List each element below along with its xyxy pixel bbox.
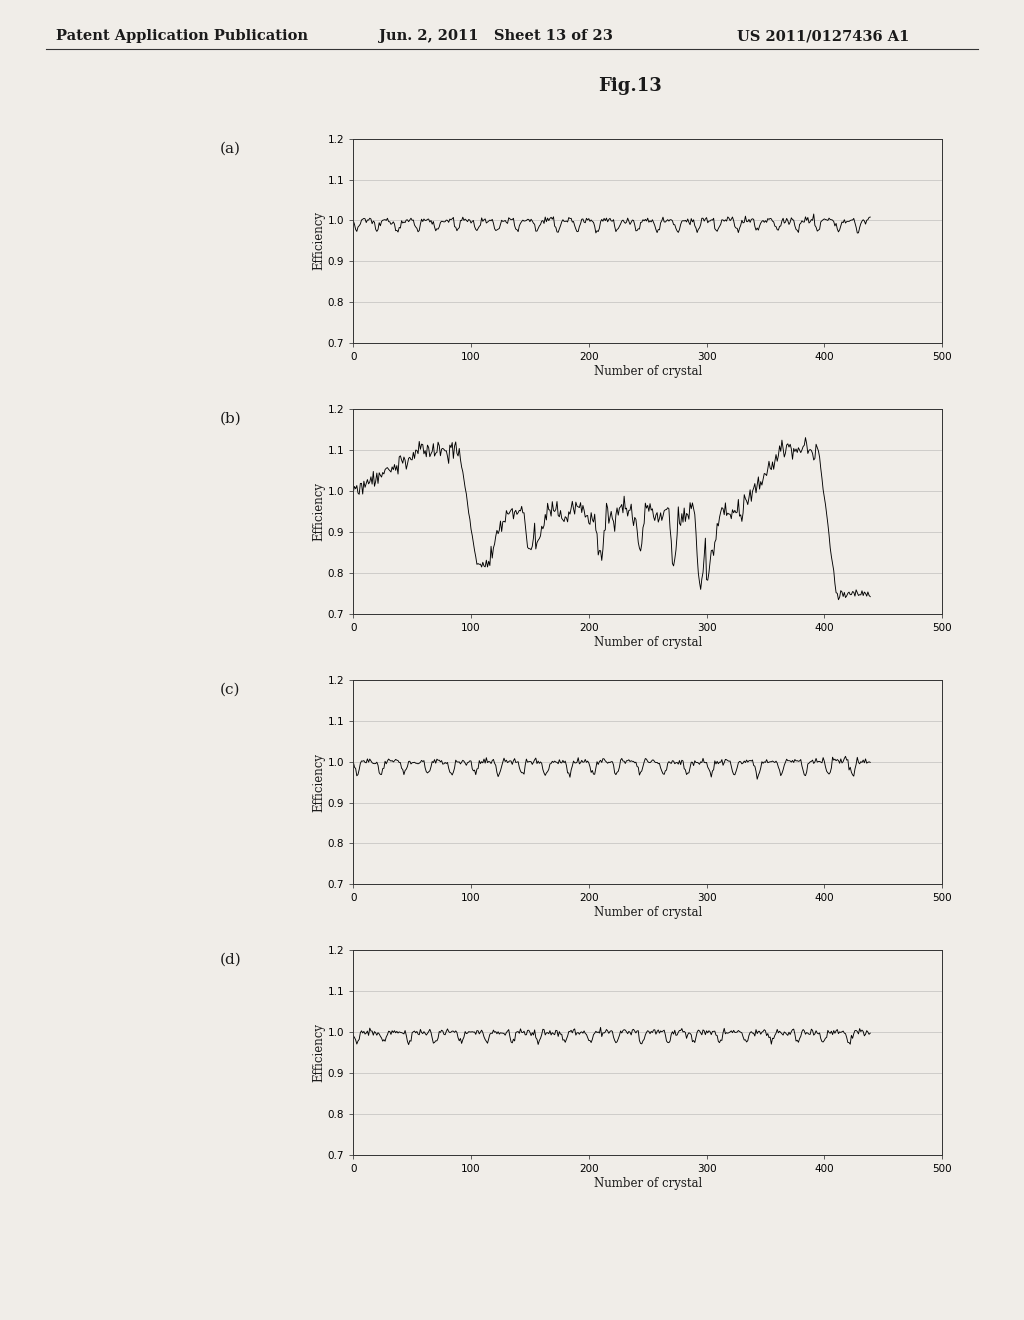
Text: Patent Application Publication: Patent Application Publication [56, 29, 308, 44]
X-axis label: Number of crystal: Number of crystal [594, 1177, 701, 1189]
Text: (a): (a) [220, 141, 241, 156]
Text: (c): (c) [220, 682, 241, 697]
Y-axis label: Efficiency: Efficiency [312, 752, 325, 812]
Text: US 2011/0127436 A1: US 2011/0127436 A1 [737, 29, 909, 44]
X-axis label: Number of crystal: Number of crystal [594, 636, 701, 648]
Text: (d): (d) [219, 953, 242, 968]
Text: (b): (b) [219, 412, 242, 426]
Y-axis label: Efficiency: Efficiency [312, 1023, 325, 1082]
X-axis label: Number of crystal: Number of crystal [594, 907, 701, 919]
Text: Fig.13: Fig.13 [598, 77, 662, 95]
Text: Jun. 2, 2011   Sheet 13 of 23: Jun. 2, 2011 Sheet 13 of 23 [379, 29, 612, 44]
Y-axis label: Efficiency: Efficiency [312, 482, 325, 541]
X-axis label: Number of crystal: Number of crystal [594, 366, 701, 378]
Y-axis label: Efficiency: Efficiency [312, 211, 325, 271]
